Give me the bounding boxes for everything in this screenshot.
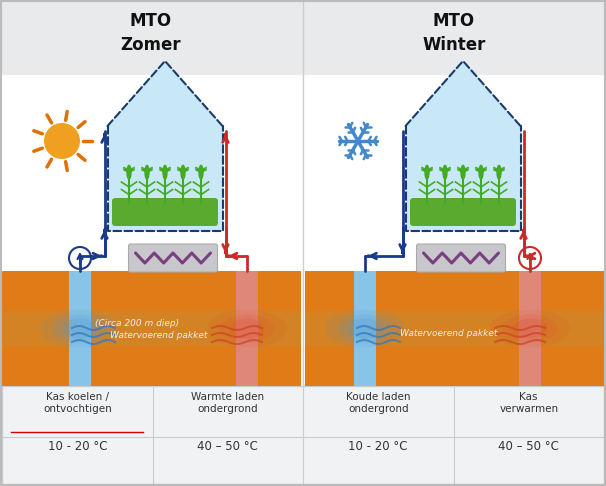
Ellipse shape bbox=[230, 318, 264, 339]
Ellipse shape bbox=[424, 165, 430, 180]
Ellipse shape bbox=[325, 310, 405, 347]
FancyBboxPatch shape bbox=[107, 126, 222, 231]
Ellipse shape bbox=[162, 165, 168, 180]
FancyBboxPatch shape bbox=[2, 311, 301, 346]
FancyBboxPatch shape bbox=[416, 244, 505, 272]
Ellipse shape bbox=[461, 165, 466, 180]
Circle shape bbox=[44, 123, 80, 159]
Ellipse shape bbox=[207, 310, 287, 347]
Text: (Circa 200 m diep): (Circa 200 m diep) bbox=[95, 319, 179, 329]
FancyBboxPatch shape bbox=[128, 244, 218, 272]
Ellipse shape bbox=[62, 318, 98, 339]
Ellipse shape bbox=[219, 314, 275, 343]
Ellipse shape bbox=[126, 165, 132, 180]
Text: Koude laden
ondergrond: Koude laden ondergrond bbox=[346, 392, 410, 415]
FancyBboxPatch shape bbox=[410, 198, 516, 226]
FancyBboxPatch shape bbox=[69, 271, 91, 386]
FancyBboxPatch shape bbox=[2, 386, 604, 484]
FancyBboxPatch shape bbox=[405, 126, 521, 231]
Text: Watervoerend pakket: Watervoerend pakket bbox=[110, 330, 207, 340]
Ellipse shape bbox=[490, 310, 570, 347]
Text: 40 – 50 °C: 40 – 50 °C bbox=[498, 440, 559, 453]
Text: 10 - 20 °C: 10 - 20 °C bbox=[348, 440, 408, 453]
Polygon shape bbox=[405, 61, 521, 126]
Ellipse shape bbox=[513, 318, 547, 339]
Text: 40 – 50 °C: 40 – 50 °C bbox=[198, 440, 258, 453]
Ellipse shape bbox=[198, 165, 204, 180]
Ellipse shape bbox=[478, 165, 484, 180]
FancyBboxPatch shape bbox=[305, 271, 604, 386]
Ellipse shape bbox=[53, 314, 107, 343]
Ellipse shape bbox=[347, 318, 382, 339]
Text: Watervoerend pakket: Watervoerend pakket bbox=[400, 329, 498, 337]
Ellipse shape bbox=[40, 310, 120, 347]
FancyBboxPatch shape bbox=[305, 311, 604, 346]
Ellipse shape bbox=[338, 314, 393, 343]
Polygon shape bbox=[107, 61, 222, 126]
FancyBboxPatch shape bbox=[236, 271, 258, 386]
FancyBboxPatch shape bbox=[0, 0, 606, 75]
Text: Warmte laden
ondergrond: Warmte laden ondergrond bbox=[191, 392, 264, 415]
Text: MTO
Winter: MTO Winter bbox=[422, 12, 485, 53]
Ellipse shape bbox=[144, 165, 150, 180]
FancyBboxPatch shape bbox=[2, 271, 301, 386]
FancyBboxPatch shape bbox=[354, 271, 376, 386]
Ellipse shape bbox=[180, 165, 185, 180]
Ellipse shape bbox=[496, 165, 502, 180]
Text: Kas
verwarmen: Kas verwarmen bbox=[499, 392, 558, 415]
Ellipse shape bbox=[502, 314, 558, 343]
Text: MTO
Zomer: MTO Zomer bbox=[121, 12, 181, 53]
Text: Kas koelen /
ontvochtigen: Kas koelen / ontvochtigen bbox=[43, 392, 112, 415]
FancyBboxPatch shape bbox=[112, 198, 218, 226]
FancyBboxPatch shape bbox=[519, 271, 541, 386]
Ellipse shape bbox=[442, 165, 448, 180]
Text: 10 - 20 °C: 10 - 20 °C bbox=[47, 440, 107, 453]
